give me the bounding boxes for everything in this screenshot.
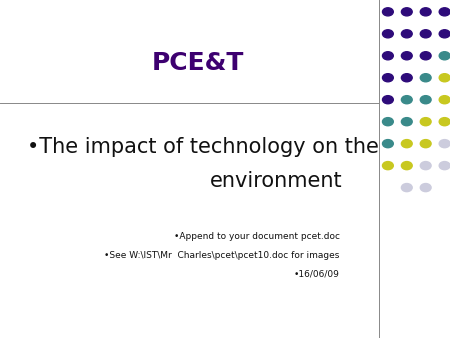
Circle shape — [382, 162, 393, 170]
Circle shape — [420, 96, 431, 104]
Text: PCE&T: PCE&T — [152, 50, 244, 75]
Circle shape — [382, 8, 393, 16]
Text: •The impact of technology on the: •The impact of technology on the — [27, 137, 379, 157]
Circle shape — [382, 30, 393, 38]
Circle shape — [382, 140, 393, 148]
Circle shape — [420, 140, 431, 148]
Circle shape — [420, 162, 431, 170]
Circle shape — [439, 30, 450, 38]
Circle shape — [420, 184, 431, 192]
Circle shape — [382, 96, 393, 104]
Text: •Append to your document pcet.doc: •Append to your document pcet.doc — [174, 232, 340, 241]
Circle shape — [401, 8, 412, 16]
Circle shape — [382, 52, 393, 60]
Circle shape — [439, 74, 450, 82]
Circle shape — [420, 30, 431, 38]
Circle shape — [401, 184, 412, 192]
Circle shape — [401, 74, 412, 82]
Circle shape — [401, 96, 412, 104]
Circle shape — [420, 74, 431, 82]
Circle shape — [439, 162, 450, 170]
Circle shape — [401, 30, 412, 38]
Text: •16/06/09: •16/06/09 — [294, 269, 340, 278]
Circle shape — [420, 52, 431, 60]
Circle shape — [439, 52, 450, 60]
Circle shape — [439, 118, 450, 126]
Text: •See W:\IST\Mr  Charles\pcet\pcet10.doc for images: •See W:\IST\Mr Charles\pcet\pcet10.doc f… — [104, 251, 340, 260]
Circle shape — [439, 140, 450, 148]
Circle shape — [401, 52, 412, 60]
Circle shape — [401, 162, 412, 170]
Circle shape — [382, 74, 393, 82]
Circle shape — [420, 8, 431, 16]
Circle shape — [401, 140, 412, 148]
Circle shape — [420, 118, 431, 126]
Text: environment: environment — [210, 171, 343, 191]
Circle shape — [401, 118, 412, 126]
Circle shape — [439, 8, 450, 16]
Circle shape — [439, 96, 450, 104]
Circle shape — [382, 118, 393, 126]
